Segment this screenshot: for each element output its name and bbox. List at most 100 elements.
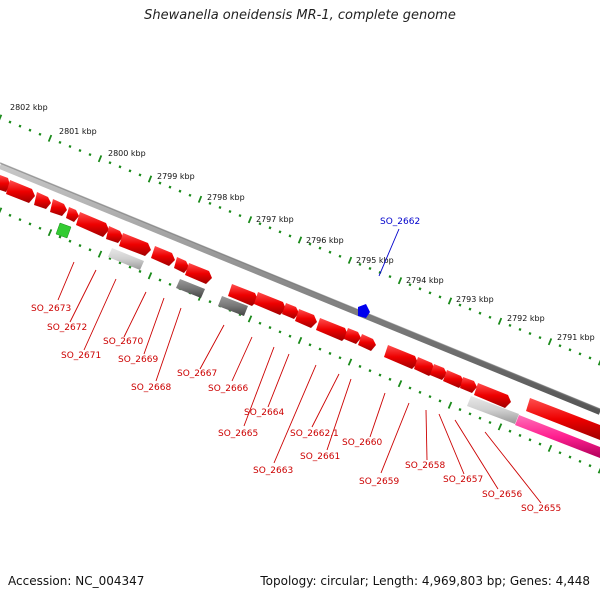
gene-label-so-2658[interactable]: SO_2658 [405, 461, 445, 471]
rna-feature[interactable] [176, 279, 205, 298]
minor-tick [128, 265, 132, 269]
leader-line [199, 324, 225, 370]
repeat-feature[interactable] [515, 415, 600, 458]
minor-tick [288, 334, 292, 338]
gene-feature[interactable] [0, 175, 10, 192]
rna-feature[interactable] [108, 248, 144, 270]
gene-feature[interactable] [474, 383, 511, 408]
major-tick [547, 338, 553, 346]
leader-line [378, 228, 400, 277]
gene-label-so-2668[interactable]: SO_2668 [131, 383, 171, 393]
leader-line [425, 409, 428, 461]
gene-feature[interactable] [295, 309, 317, 328]
minor-tick [438, 399, 442, 403]
minor-tick [308, 343, 312, 347]
minor-tick [388, 377, 392, 381]
gene-label-so-2664[interactable]: SO_2664 [244, 408, 284, 418]
rna-feature[interactable] [467, 396, 519, 424]
gene-feature-so-2662[interactable] [358, 304, 370, 318]
gene-label-so-2665[interactable]: SO_2665 [218, 429, 258, 439]
gene-feature[interactable] [358, 334, 376, 351]
major-tick [0, 207, 3, 214]
minor-tick [28, 222, 32, 226]
minor-tick [368, 266, 372, 270]
major-tick [347, 256, 353, 264]
gene-feature[interactable] [151, 246, 175, 266]
gene-feature[interactable] [34, 192, 51, 209]
gene-feature[interactable] [526, 398, 600, 440]
leader-line [369, 392, 386, 438]
leader-line [454, 419, 499, 490]
leader-line [484, 431, 542, 504]
gene-feature[interactable] [76, 212, 109, 237]
gene-feature[interactable] [316, 318, 348, 341]
minor-tick [468, 307, 472, 311]
minor-tick [118, 165, 122, 169]
minor-tick [488, 420, 492, 425]
minor-tick [478, 416, 482, 420]
gene-label-so-2661[interactable]: SO_2661 [300, 452, 340, 462]
major-tick [147, 272, 153, 280]
major-tick [247, 315, 253, 323]
major-tick [97, 250, 103, 258]
minor-tick [478, 311, 482, 315]
leader-line [123, 291, 147, 338]
gene-feature[interactable] [119, 233, 151, 256]
gene-feature[interactable] [106, 226, 123, 243]
major-tick [197, 195, 203, 203]
gene-feature[interactable] [66, 207, 79, 222]
gene-feature[interactable] [344, 328, 361, 344]
gene-feature[interactable] [460, 377, 477, 393]
minor-tick [328, 351, 332, 355]
minor-tick [258, 222, 262, 226]
gene-label-so-2672[interactable]: SO_2672 [47, 323, 87, 333]
gene-label-so-2655[interactable]: SO_2655 [521, 504, 561, 514]
gene-feature[interactable] [6, 180, 35, 203]
gene-label-so-2659[interactable]: SO_2659 [359, 477, 399, 487]
minor-tick [68, 144, 72, 148]
gene-feature[interactable] [174, 257, 189, 273]
topology-text: Topology: circular; Length: 4,969,803 bp… [260, 574, 590, 588]
gene-label-so-2656[interactable]: SO_2656 [482, 490, 522, 500]
minor-tick [588, 464, 592, 468]
tick-label-2802: 2802 kbp [10, 103, 48, 112]
minor-tick [538, 336, 542, 340]
gene-label-so-2673[interactable]: SO_2673 [31, 304, 71, 314]
gene-feature[interactable] [443, 370, 464, 388]
tick-label-2798: 2798 kbp [207, 193, 245, 202]
gene-feature[interactable] [228, 284, 258, 306]
minor-tick [408, 386, 412, 390]
gene-label-so-2669[interactable]: SO_2669 [118, 355, 158, 365]
minor-tick [188, 193, 192, 197]
minor-tick [168, 282, 172, 286]
gene-feature[interactable] [282, 303, 299, 319]
gene-feature[interactable] [384, 345, 418, 369]
gene-label-so-2662-1[interactable]: SO_2662.1 [290, 429, 339, 439]
gene-label-so-2663[interactable]: SO_2663 [253, 466, 293, 476]
gene-feature[interactable] [414, 357, 435, 376]
green-feature[interactable] [55, 222, 72, 239]
major-tick [297, 336, 303, 345]
gene-feature[interactable] [50, 199, 67, 216]
gene-feature[interactable] [430, 364, 447, 380]
major-tick [297, 236, 303, 244]
gene-feature[interactable] [254, 292, 286, 315]
gene-feature[interactable] [185, 263, 212, 284]
gene-label-so-2660[interactable]: SO_2660 [342, 438, 382, 448]
minor-tick [68, 239, 72, 243]
gene-label-so-2670[interactable]: SO_2670 [103, 337, 143, 347]
rna-feature[interactable] [218, 296, 248, 316]
gene-label-so-2662[interactable]: SO_2662 [380, 217, 420, 227]
minor-tick [128, 169, 132, 173]
minor-tick [338, 356, 342, 360]
gene-label-so-2666[interactable]: SO_2666 [208, 384, 248, 394]
minor-tick [158, 278, 162, 282]
major-tick [597, 359, 600, 366]
leader-line [326, 378, 352, 451]
gene-label-so-2657[interactable]: SO_2657 [443, 475, 483, 485]
major-tick [147, 175, 153, 183]
tick-label-2795: 2795 kbp [356, 256, 394, 265]
gene-label-so-2671[interactable]: SO_2671 [61, 351, 101, 361]
gene-label-so-2667[interactable]: SO_2667 [177, 369, 217, 379]
major-tick [497, 423, 503, 431]
